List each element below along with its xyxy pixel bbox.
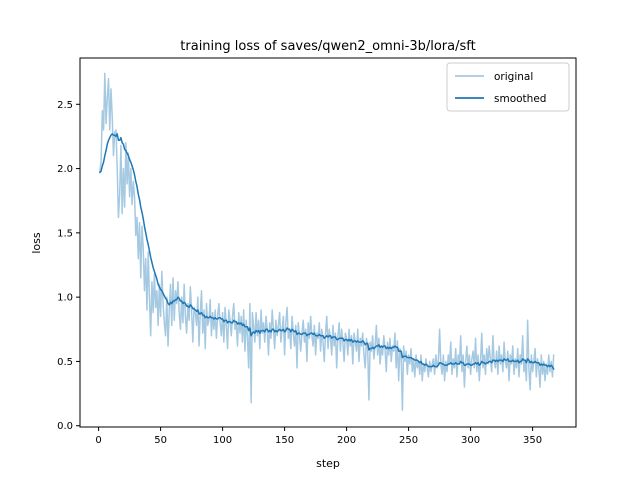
series-line-smoothed <box>99 133 555 370</box>
plot-lines <box>99 72 555 412</box>
legend-label-original: original <box>494 71 533 83</box>
x-tick-label: 50 <box>154 435 167 446</box>
y-tick-label: 1.0 <box>57 293 73 304</box>
y-axis: 0.0 0.5 1.0 1.5 2.0 2.5 <box>57 100 80 432</box>
y-tick-label: 0.5 <box>57 357 73 368</box>
x-axis-label: step <box>316 457 340 470</box>
plot-frame <box>79 57 577 428</box>
y-tick-label: 2.0 <box>57 164 73 175</box>
legend-label-smoothed: smoothed <box>494 93 546 105</box>
y-tick-label: 1.5 <box>57 228 73 239</box>
legend: original smoothed <box>446 62 570 112</box>
x-tick-label: 0 <box>95 435 101 446</box>
x-tick-label: 100 <box>213 435 232 446</box>
y-axis-label: loss <box>30 232 43 254</box>
x-tick-label: 200 <box>337 435 356 446</box>
legend-box <box>446 62 570 112</box>
x-tick-label: 150 <box>275 435 294 446</box>
y-tick-label: 2.5 <box>57 100 73 111</box>
x-tick-label: 300 <box>461 435 480 446</box>
x-axis: 0 50 100 150 200 250 300 350 <box>95 427 542 446</box>
chart-title: training loss of saves/qwen2_omni-3b/lor… <box>180 39 475 54</box>
y-tick-label: 0.0 <box>57 421 73 432</box>
x-tick-label: 350 <box>523 435 542 446</box>
series-line-original <box>99 72 555 412</box>
x-tick-label: 250 <box>399 435 418 446</box>
